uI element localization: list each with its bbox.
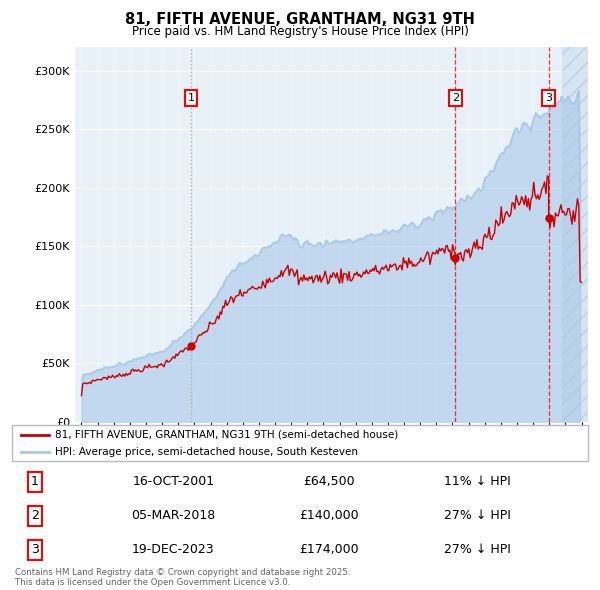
Text: 27% ↓ HPI: 27% ↓ HPI bbox=[444, 543, 511, 556]
Text: 3: 3 bbox=[31, 543, 39, 556]
Text: Contains HM Land Registry data © Crown copyright and database right 2025.
This d: Contains HM Land Registry data © Crown c… bbox=[15, 568, 350, 587]
Text: 2: 2 bbox=[452, 93, 459, 103]
Text: 1: 1 bbox=[187, 93, 194, 103]
FancyBboxPatch shape bbox=[12, 425, 588, 461]
Text: 05-MAR-2018: 05-MAR-2018 bbox=[131, 509, 215, 522]
Text: £140,000: £140,000 bbox=[299, 509, 359, 522]
Text: 16-OCT-2001: 16-OCT-2001 bbox=[132, 475, 214, 489]
Text: 3: 3 bbox=[545, 93, 552, 103]
Text: 11% ↓ HPI: 11% ↓ HPI bbox=[444, 475, 511, 489]
Text: 27% ↓ HPI: 27% ↓ HPI bbox=[444, 509, 511, 522]
Text: 81, FIFTH AVENUE, GRANTHAM, NG31 9TH (semi-detached house): 81, FIFTH AVENUE, GRANTHAM, NG31 9TH (se… bbox=[55, 430, 398, 440]
Text: HPI: Average price, semi-detached house, South Kesteven: HPI: Average price, semi-detached house,… bbox=[55, 447, 358, 457]
Text: £64,500: £64,500 bbox=[303, 475, 355, 489]
Text: 19-DEC-2023: 19-DEC-2023 bbox=[132, 543, 215, 556]
Text: 81, FIFTH AVENUE, GRANTHAM, NG31 9TH: 81, FIFTH AVENUE, GRANTHAM, NG31 9TH bbox=[125, 12, 475, 27]
Text: Price paid vs. HM Land Registry's House Price Index (HPI): Price paid vs. HM Land Registry's House … bbox=[131, 25, 469, 38]
Text: 1: 1 bbox=[31, 475, 39, 489]
Text: £174,000: £174,000 bbox=[299, 543, 359, 556]
Text: 2: 2 bbox=[31, 509, 39, 522]
